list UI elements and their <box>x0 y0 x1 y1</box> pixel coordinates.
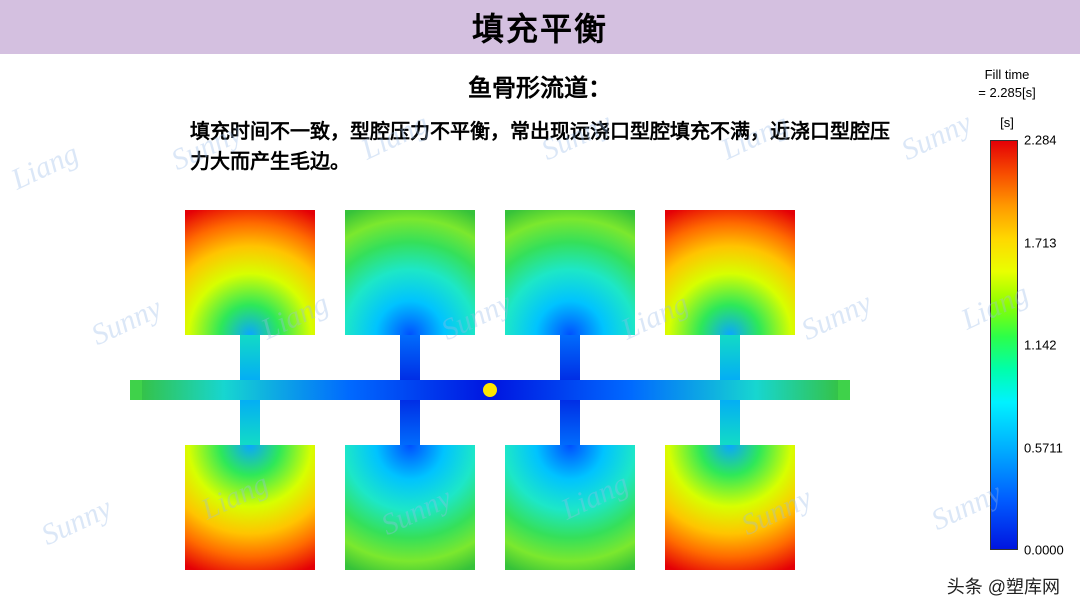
color-legend: Fill time = 2.285[s] [s] 2.284 1.713 1.142… <box>952 66 1062 586</box>
watermark: Liang <box>6 137 84 197</box>
attribution: 头条 @塑库网 <box>941 570 1066 602</box>
cavity-inner <box>505 445 635 570</box>
cavity-inner <box>345 210 475 335</box>
cavity-outer <box>185 210 315 335</box>
cavity-inner <box>505 210 635 335</box>
legend-title-line2: = 2.285[s] <box>978 85 1035 100</box>
description-text: 填充时间不一致，型腔压力不平衡，常出现远浇口型腔填充不满，近浇口型腔压力大而产生… <box>190 117 890 177</box>
cavity-outer <box>665 445 795 570</box>
runner-endcap <box>838 380 850 400</box>
cavity-outer <box>665 210 795 335</box>
legend-tick: 2.284 <box>1024 133 1057 148</box>
diagram-svg <box>100 210 880 570</box>
runner-endcap <box>130 380 142 400</box>
page-title: 填充平衡 <box>472 4 608 50</box>
legend-title: Fill time = 2.285[s] <box>952 66 1062 101</box>
subtitle: 鱼骨形流道： <box>0 68 1080 103</box>
legend-tick: 0.5711 <box>1024 440 1063 455</box>
legend-tick: 0.0000 <box>1024 543 1064 558</box>
legend-tick: 1.142 <box>1024 338 1057 353</box>
legend-body: 2.2841.7131.1420.57110.0000 <box>990 140 1062 550</box>
cavity-inner <box>345 445 475 570</box>
flow-diagram <box>100 210 880 570</box>
cavity-outer <box>185 445 315 570</box>
title-bar: 填充平衡 <box>0 0 1080 54</box>
legend-title-line1: Fill time <box>985 67 1030 82</box>
gate-point <box>483 383 497 397</box>
legend-unit: [s] <box>952 115 1062 130</box>
colorbar <box>990 140 1018 550</box>
legend-tick: 1.713 <box>1024 235 1057 250</box>
